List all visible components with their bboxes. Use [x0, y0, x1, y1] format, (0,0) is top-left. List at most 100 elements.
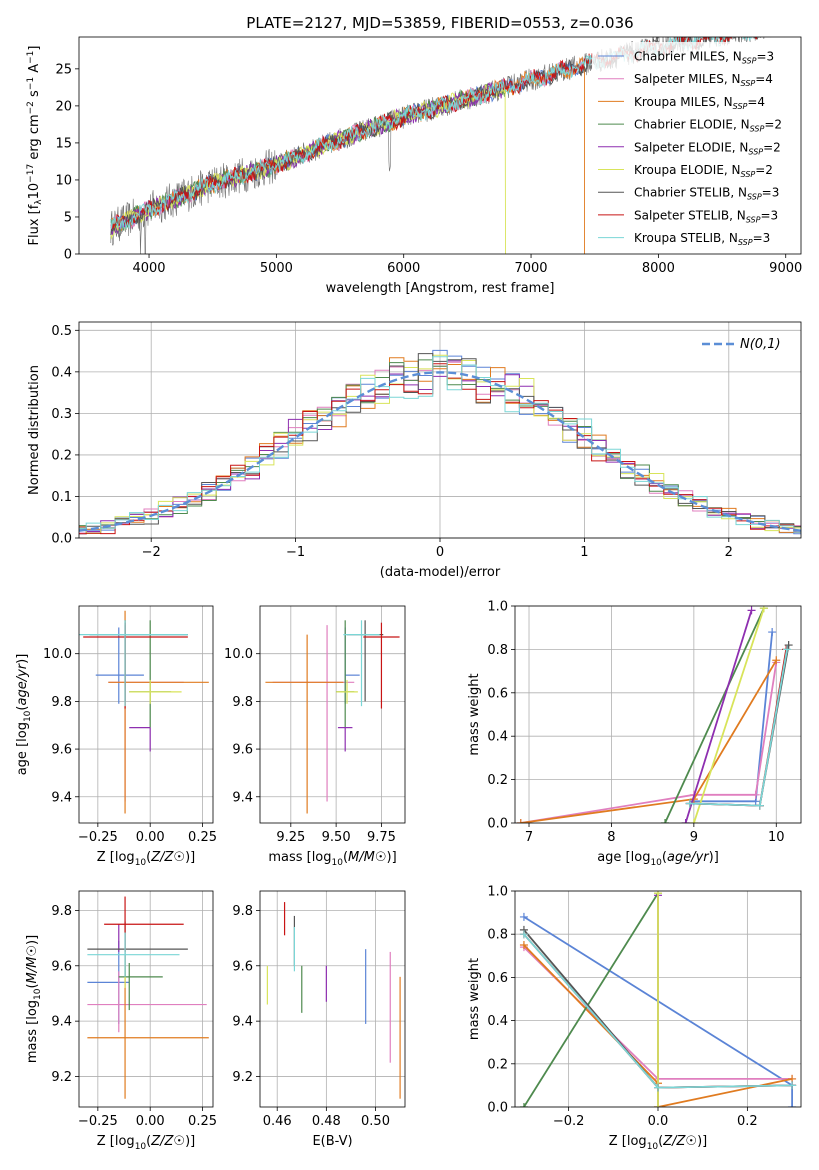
histogram-chabrier-elodie	[79, 359, 801, 534]
x-tick-label: −0.2	[553, 1114, 585, 1129]
axes-frame	[78, 605, 214, 824]
weight-marker	[788, 1081, 797, 1090]
weight-marker	[519, 912, 528, 921]
panel-mass_vs_ebv: 0.46 0.48 0.50 9.2 9.4 9.6 9.8 E(B-V)	[232, 890, 406, 1149]
weight-marker	[519, 941, 528, 949]
x-tick-label: 0.0	[648, 1114, 669, 1129]
errorbar-chabrier-miles	[95, 627, 144, 704]
panel-age_vs_Z: −0.25 0.00 0.25 9.4 9.6 9.8 10.0 Z [log10(Z/Z☉)…	[15, 605, 217, 868]
x-axis-label: wavelength [Angstrom, rest frame]	[326, 281, 555, 296]
y-tick-label: 0.4	[51, 365, 72, 380]
weight-line-chabrier-elodie	[523, 892, 659, 1107]
errorbar-kroupa-stelib	[87, 932, 180, 977]
y-axis-label: age [log10(age/yr)]	[15, 654, 33, 776]
plot-area	[265, 620, 400, 814]
legend-label: Salpeter STELIB, NSSP=3	[634, 208, 778, 224]
legend-label: Chabrier ELODIE, NSSP=2	[634, 118, 782, 134]
weight-marker	[519, 1103, 528, 1107]
y-axis-label: Flux [fλ10−17 erg cm−2 s−1 A−1]	[26, 46, 44, 246]
weight-marker	[788, 1103, 797, 1107]
x-tick-label: 7000	[514, 261, 547, 276]
errorbar-kroupa-stelib	[79, 620, 188, 707]
axes-frame	[514, 605, 802, 824]
y-tick-label: 9.8	[51, 904, 72, 919]
x-tick-label: 0.46	[263, 1114, 292, 1129]
panel-mass_vs_Z: −0.25 0.00 0.25 9.2 9.4 9.6 9.8 Z [log10(Z/Z☉)]…	[25, 890, 217, 1152]
x-tick-label: 0	[436, 545, 444, 560]
x-tick-label: −0.25	[78, 830, 118, 845]
y-tick-label: 10	[55, 173, 72, 188]
panel-massweight_vs_age: 7 8 9 10 0.0 0.2 0.4 0.6 0.8 1.0 age [log10(age/yr…	[467, 600, 802, 868]
errorbar-salpeter-stelib	[83, 622, 188, 709]
x-tick-label: 10	[768, 830, 785, 845]
y-tick-label: 5	[64, 210, 72, 225]
weight-marker	[772, 656, 781, 665]
y-tick-label: 9.8	[51, 695, 72, 710]
y-tick-label: 9.6	[51, 959, 72, 974]
legend-label: Salpeter MILES, NSSP=4	[634, 72, 773, 88]
weight-marker	[689, 819, 698, 823]
weight-marker	[654, 1103, 662, 1107]
errorbar-kroupa-elodie	[129, 679, 182, 704]
y-tick-label: 9.2	[51, 1070, 72, 1085]
legend-label: Chabrier MILES, NSSP=3	[634, 50, 774, 66]
x-tick-label: 9	[690, 830, 698, 845]
y-tick-label: 0.5	[51, 324, 72, 339]
weight-marker	[768, 628, 777, 637]
errorbar-chabrier-elodie	[118, 963, 163, 1011]
y-tick-label: 0.0	[487, 817, 508, 832]
errorbar-salpeter-miles	[87, 971, 207, 1033]
y-tick-label: 9.6	[232, 743, 253, 758]
errorbar-kroupa-miles	[108, 610, 209, 814]
errorbar-kroupa-miles	[265, 634, 344, 814]
x-axis-label: Z [log10(Z/Z☉)]	[609, 1134, 707, 1152]
y-tick-label: 0.3	[51, 407, 72, 422]
y-tick-label: 9.4	[232, 790, 253, 805]
legend-label: Kroupa STELIB, NSSP=3	[634, 231, 770, 247]
x-tick-label: 1	[580, 545, 588, 560]
legend-label: Kroupa ELODIE, NSSP=2	[634, 163, 773, 179]
x-tick-label: 0.50	[361, 1114, 390, 1129]
y-tick-label: 10.0	[224, 647, 253, 662]
panel-residuals: −2 −1 0 1 2 0.0 0.1 0.2 0.3 0.4 0.5 (data-model)/er…	[27, 321, 802, 580]
weight-marker	[681, 819, 690, 823]
y-tick-label: 0.2	[487, 773, 508, 788]
axes-frame	[514, 890, 802, 1108]
weight-marker	[519, 930, 528, 939]
errorbar-salpeter-stelib	[363, 622, 400, 709]
errorbar-kroupa-stelib	[343, 620, 380, 707]
x-tick-label: −0.25	[78, 1114, 118, 1129]
weight-marker	[685, 799, 694, 808]
y-tick-label: 0.8	[487, 643, 508, 658]
x-axis-label: age [log10(age/yr)]	[597, 850, 719, 868]
y-tick-label: 9.2	[232, 1070, 253, 1085]
weight-marker	[747, 606, 756, 615]
y-tick-label: 25	[55, 62, 72, 77]
x-tick-label: 0.00	[136, 830, 165, 845]
model-spectrum-kroupa-elodie	[110, 82, 507, 254]
y-tick-label: 9.4	[51, 1015, 72, 1030]
weight-marker	[661, 819, 670, 823]
y-tick-label: 1.0	[487, 600, 508, 615]
y-tick-label: 0.2	[51, 448, 72, 463]
x-axis-label: Z [log10(Z/Z☉)]	[97, 850, 195, 868]
y-tick-label: 9.4	[51, 790, 72, 805]
y-axis-label: mass weight	[467, 673, 482, 755]
y-tick-label: 15	[55, 136, 72, 151]
y-tick-label: 0.6	[487, 686, 508, 701]
axes-frame	[259, 605, 406, 824]
plot-area	[266, 902, 401, 1099]
weight-line-kroupa-miles	[520, 659, 778, 823]
y-axis-label: Normed distribution	[27, 365, 42, 495]
spectrum-legend: Chabrier MILES, NSSP=3 Salpeter MILES, NS…	[592, 42, 797, 252]
y-tick-label: 9.6	[51, 743, 72, 758]
weight-marker	[516, 819, 525, 823]
plot-area	[79, 349, 801, 535]
weight-line-salpeter-elodie	[684, 610, 753, 823]
x-tick-label: −2	[142, 545, 161, 560]
errorbar-salpeter-miles	[272, 625, 355, 802]
errorbar-salpeter-stelib	[104, 896, 184, 952]
axes-frame	[78, 890, 214, 1108]
x-axis-label: (data-model)/error	[380, 565, 501, 580]
